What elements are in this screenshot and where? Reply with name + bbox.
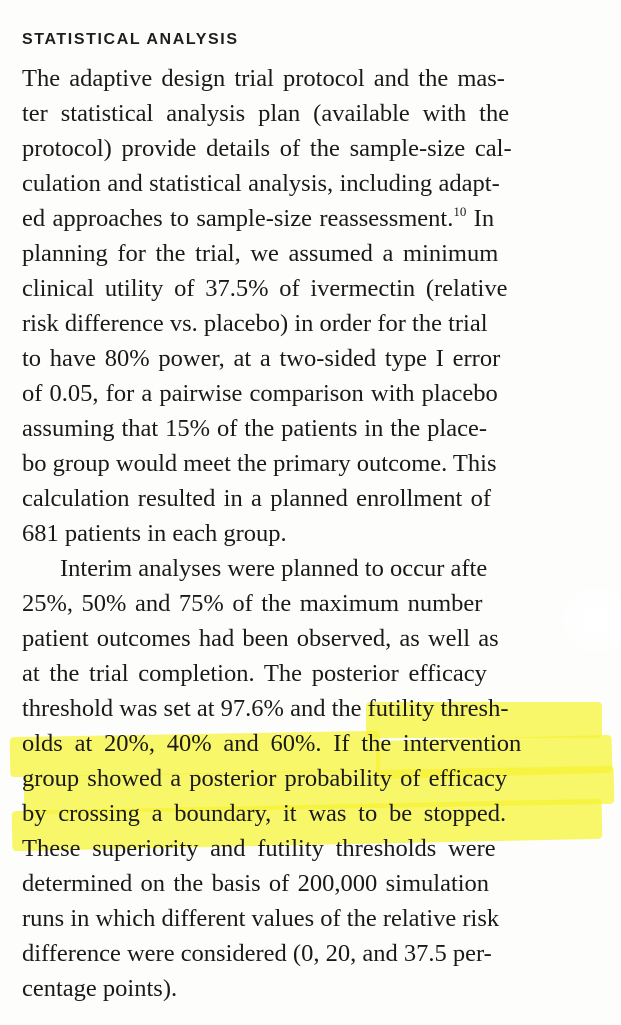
text-line: assuming that 15% of the patients in the…: [22, 415, 487, 442]
text-line: threshold was set at 97.6% and the futil…: [22, 695, 509, 722]
text-line: The adaptive design trial protocol and t…: [22, 65, 505, 92]
text-line: planning for the trial, we assumed a min…: [22, 240, 499, 267]
text-line: runs in which different values of the re…: [22, 905, 500, 932]
text-line: to have 80% power, at a two-sided type I…: [22, 345, 501, 372]
text-line: clinical utility of 37.5% of ivermectin …: [22, 275, 508, 302]
text-line: at the trial completion. The posterior e…: [22, 660, 487, 687]
text-line: patient outcomes had been observed, as w…: [22, 625, 499, 652]
section-heading: STATISTICAL ANALYSIS: [22, 31, 239, 48]
text-fragment: ed approaches to sample-size reassessmen…: [22, 205, 454, 232]
text-line: ed approaches to sample-size reassessmen…: [22, 202, 494, 236]
text-line: olds at 20%, 40% and 60%. If the interve…: [22, 730, 522, 757]
text-line: culation and statistical analysis, inclu…: [22, 170, 500, 197]
text-line: These superiority and futility threshold…: [22, 835, 496, 862]
text-line: of 0.05, for a pairwise comparison with …: [22, 380, 498, 407]
text-fragment: In: [466, 205, 495, 232]
text-line: by crossing a boundary, it was to be sto…: [22, 800, 507, 827]
text-line: ter statistical analysis plan (available…: [22, 100, 510, 127]
highlight-mark: [366, 702, 602, 738]
text-line: risk difference vs. placebo) in order fo…: [22, 310, 488, 337]
reference-marker[interactable]: 10: [453, 204, 467, 219]
text-line: centage points).: [22, 975, 178, 1002]
text-line: group showed a posterior probability of …: [22, 765, 508, 792]
text-line: 25%, 50% and 75% of the maximum number: [22, 590, 483, 617]
text-line: protocol) provide details of the sample-…: [22, 135, 512, 162]
text-line: difference were considered (0, 20, and 3…: [22, 940, 492, 967]
text-line: 681 patients in each group.: [22, 520, 287, 547]
text-line: determined on the basis of 200,000 simul…: [22, 870, 490, 897]
text-line: calculation resulted in a planned enroll…: [22, 485, 492, 512]
text-line: bo group would meet the primary outcome.…: [22, 450, 497, 477]
paper-smudge: [560, 585, 621, 655]
text-line: Interim analyses were planned to occur a…: [60, 555, 488, 582]
